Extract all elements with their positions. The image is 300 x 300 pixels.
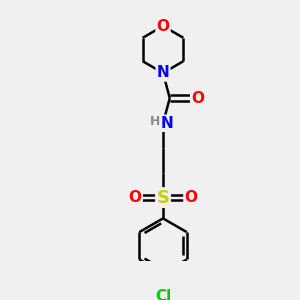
- Text: S: S: [157, 189, 169, 207]
- Text: N: N: [160, 116, 173, 131]
- Text: O: O: [129, 190, 142, 205]
- Text: O: O: [157, 19, 169, 34]
- Text: H: H: [150, 116, 160, 128]
- Text: O: O: [184, 190, 197, 205]
- Text: O: O: [191, 91, 204, 106]
- Text: Cl: Cl: [155, 289, 171, 300]
- Text: N: N: [157, 65, 169, 80]
